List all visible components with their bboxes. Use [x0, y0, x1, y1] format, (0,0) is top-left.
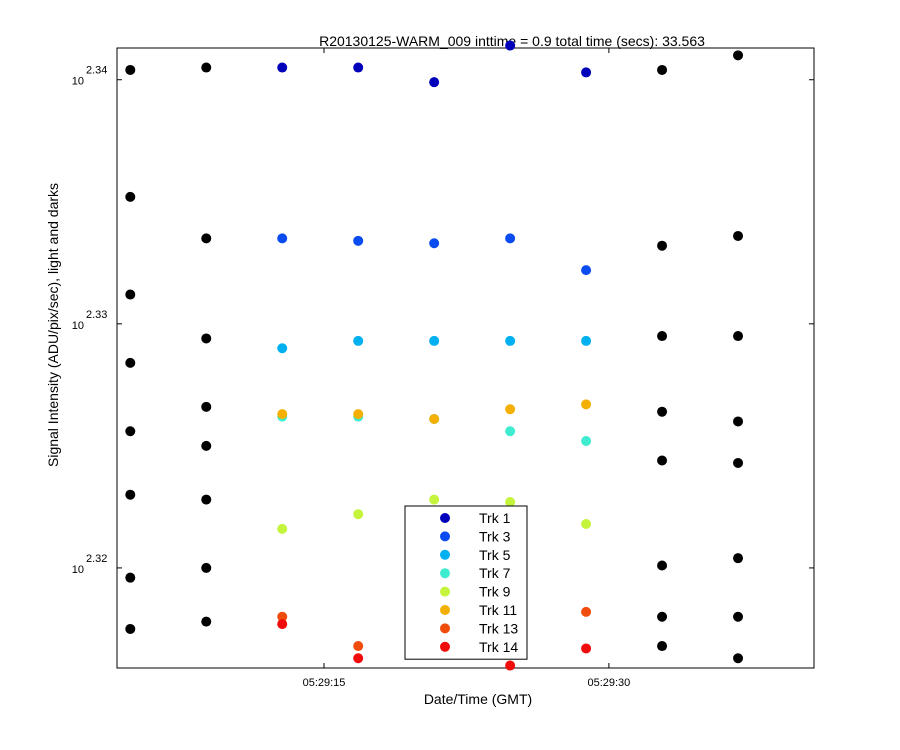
legend-label: Trk 13	[479, 620, 518, 636]
dark-point	[125, 191, 136, 202]
dark-point	[733, 416, 744, 427]
dark-point	[125, 357, 136, 368]
dark-point	[657, 64, 668, 75]
legend-label: Trk 11	[479, 602, 517, 618]
point-trk-1	[581, 67, 592, 78]
dark-point	[657, 455, 668, 466]
point-trk-3	[505, 233, 516, 244]
dark-point	[125, 489, 136, 500]
dark-point	[201, 440, 212, 451]
x-tick-label: 05:29:30	[587, 677, 630, 689]
legend-marker	[440, 568, 450, 579]
dark-point	[201, 494, 212, 505]
point-trk-1	[277, 62, 288, 73]
point-trk-3	[581, 265, 592, 276]
point-trk-1	[429, 77, 440, 88]
dark-point	[657, 331, 668, 342]
legend-label: Trk 1	[479, 510, 511, 526]
legend-marker	[440, 623, 450, 634]
data-points	[125, 40, 744, 671]
point-trk-11	[277, 409, 288, 420]
dark-point	[733, 50, 744, 61]
y-tick-exponent: 2.32	[86, 553, 107, 565]
dark-point	[125, 572, 136, 583]
point-trk-7	[505, 426, 516, 437]
dark-point	[733, 331, 744, 342]
dark-point	[201, 401, 212, 412]
point-trk-7	[581, 435, 592, 446]
y-tick-base: 10	[72, 76, 84, 88]
dark-point	[201, 616, 212, 627]
legend: Trk 1 Trk 3 Trk 5 Trk 7 Trk 9 Trk 11 Trk 13 Trk…	[404, 505, 528, 660]
legend-marker	[440, 586, 450, 597]
point-trk-5	[353, 335, 364, 346]
dark-point	[733, 653, 744, 664]
dark-point	[125, 623, 136, 634]
dark-point	[657, 560, 668, 571]
point-trk-14	[277, 619, 288, 630]
dark-point	[125, 64, 136, 75]
dark-point	[657, 611, 668, 622]
dark-point	[201, 233, 212, 244]
point-trk-13	[581, 606, 592, 617]
dark-point	[125, 426, 136, 437]
point-trk-14	[505, 660, 516, 671]
point-trk-14	[581, 643, 592, 654]
dark-point	[201, 562, 212, 573]
point-trk-9	[581, 518, 592, 529]
point-trk-1	[353, 62, 364, 73]
point-trk-11	[353, 409, 364, 420]
dark-point	[201, 333, 212, 344]
x-tick-label: 05:29:15	[303, 677, 346, 689]
y-tick-base: 10	[72, 564, 84, 576]
point-trk-5	[429, 335, 440, 346]
legend-marker	[440, 641, 450, 652]
point-trk-14	[353, 653, 364, 664]
point-trk-3	[429, 238, 440, 249]
legend-label: Trk 14	[479, 639, 518, 655]
point-trk-11	[505, 404, 516, 415]
point-trk-11	[429, 414, 440, 425]
dark-point	[657, 240, 668, 251]
x-axis-ticks: 05:29:15 05:29:30	[303, 48, 630, 689]
y-axis-label: Signal Intensity (ADU/pix/sec), light an…	[45, 183, 61, 467]
dark-point	[125, 289, 136, 300]
y-tick-base: 10	[72, 320, 84, 332]
point-trk-11	[581, 399, 592, 410]
point-trk-3	[277, 233, 288, 244]
legend-marker	[440, 531, 450, 542]
dark-point	[733, 457, 744, 468]
dark-point	[733, 611, 744, 622]
point-trk-9	[429, 494, 440, 505]
y-tick-exponent: 2.34	[86, 65, 107, 77]
dark-point	[201, 62, 212, 73]
legend-label: Trk 9	[479, 584, 511, 600]
point-trk-9	[277, 523, 288, 534]
point-trk-3	[353, 235, 364, 246]
point-trk-9	[505, 497, 516, 508]
point-trk-13	[353, 641, 364, 652]
point-trk-5	[277, 343, 288, 354]
legend-marker	[440, 605, 450, 615]
legend-box	[404, 505, 528, 660]
point-trk-5	[581, 335, 592, 346]
dark-point	[733, 553, 744, 564]
point-trk-1	[505, 40, 516, 51]
legend-marker	[440, 513, 450, 523]
legend-label: Trk 5	[479, 547, 511, 563]
dark-point	[657, 641, 668, 652]
legend-label: Trk 3	[479, 528, 511, 544]
legend-label: Trk 7	[479, 565, 511, 581]
point-trk-5	[505, 335, 516, 346]
legend-marker	[440, 549, 450, 560]
y-tick-exponent: 2.33	[86, 309, 107, 321]
point-trk-9	[353, 509, 364, 520]
dark-point	[733, 230, 744, 241]
point-trk-13	[277, 611, 288, 622]
x-axis-label: Date/Time (GMT)	[424, 691, 532, 707]
dark-point	[657, 406, 668, 417]
